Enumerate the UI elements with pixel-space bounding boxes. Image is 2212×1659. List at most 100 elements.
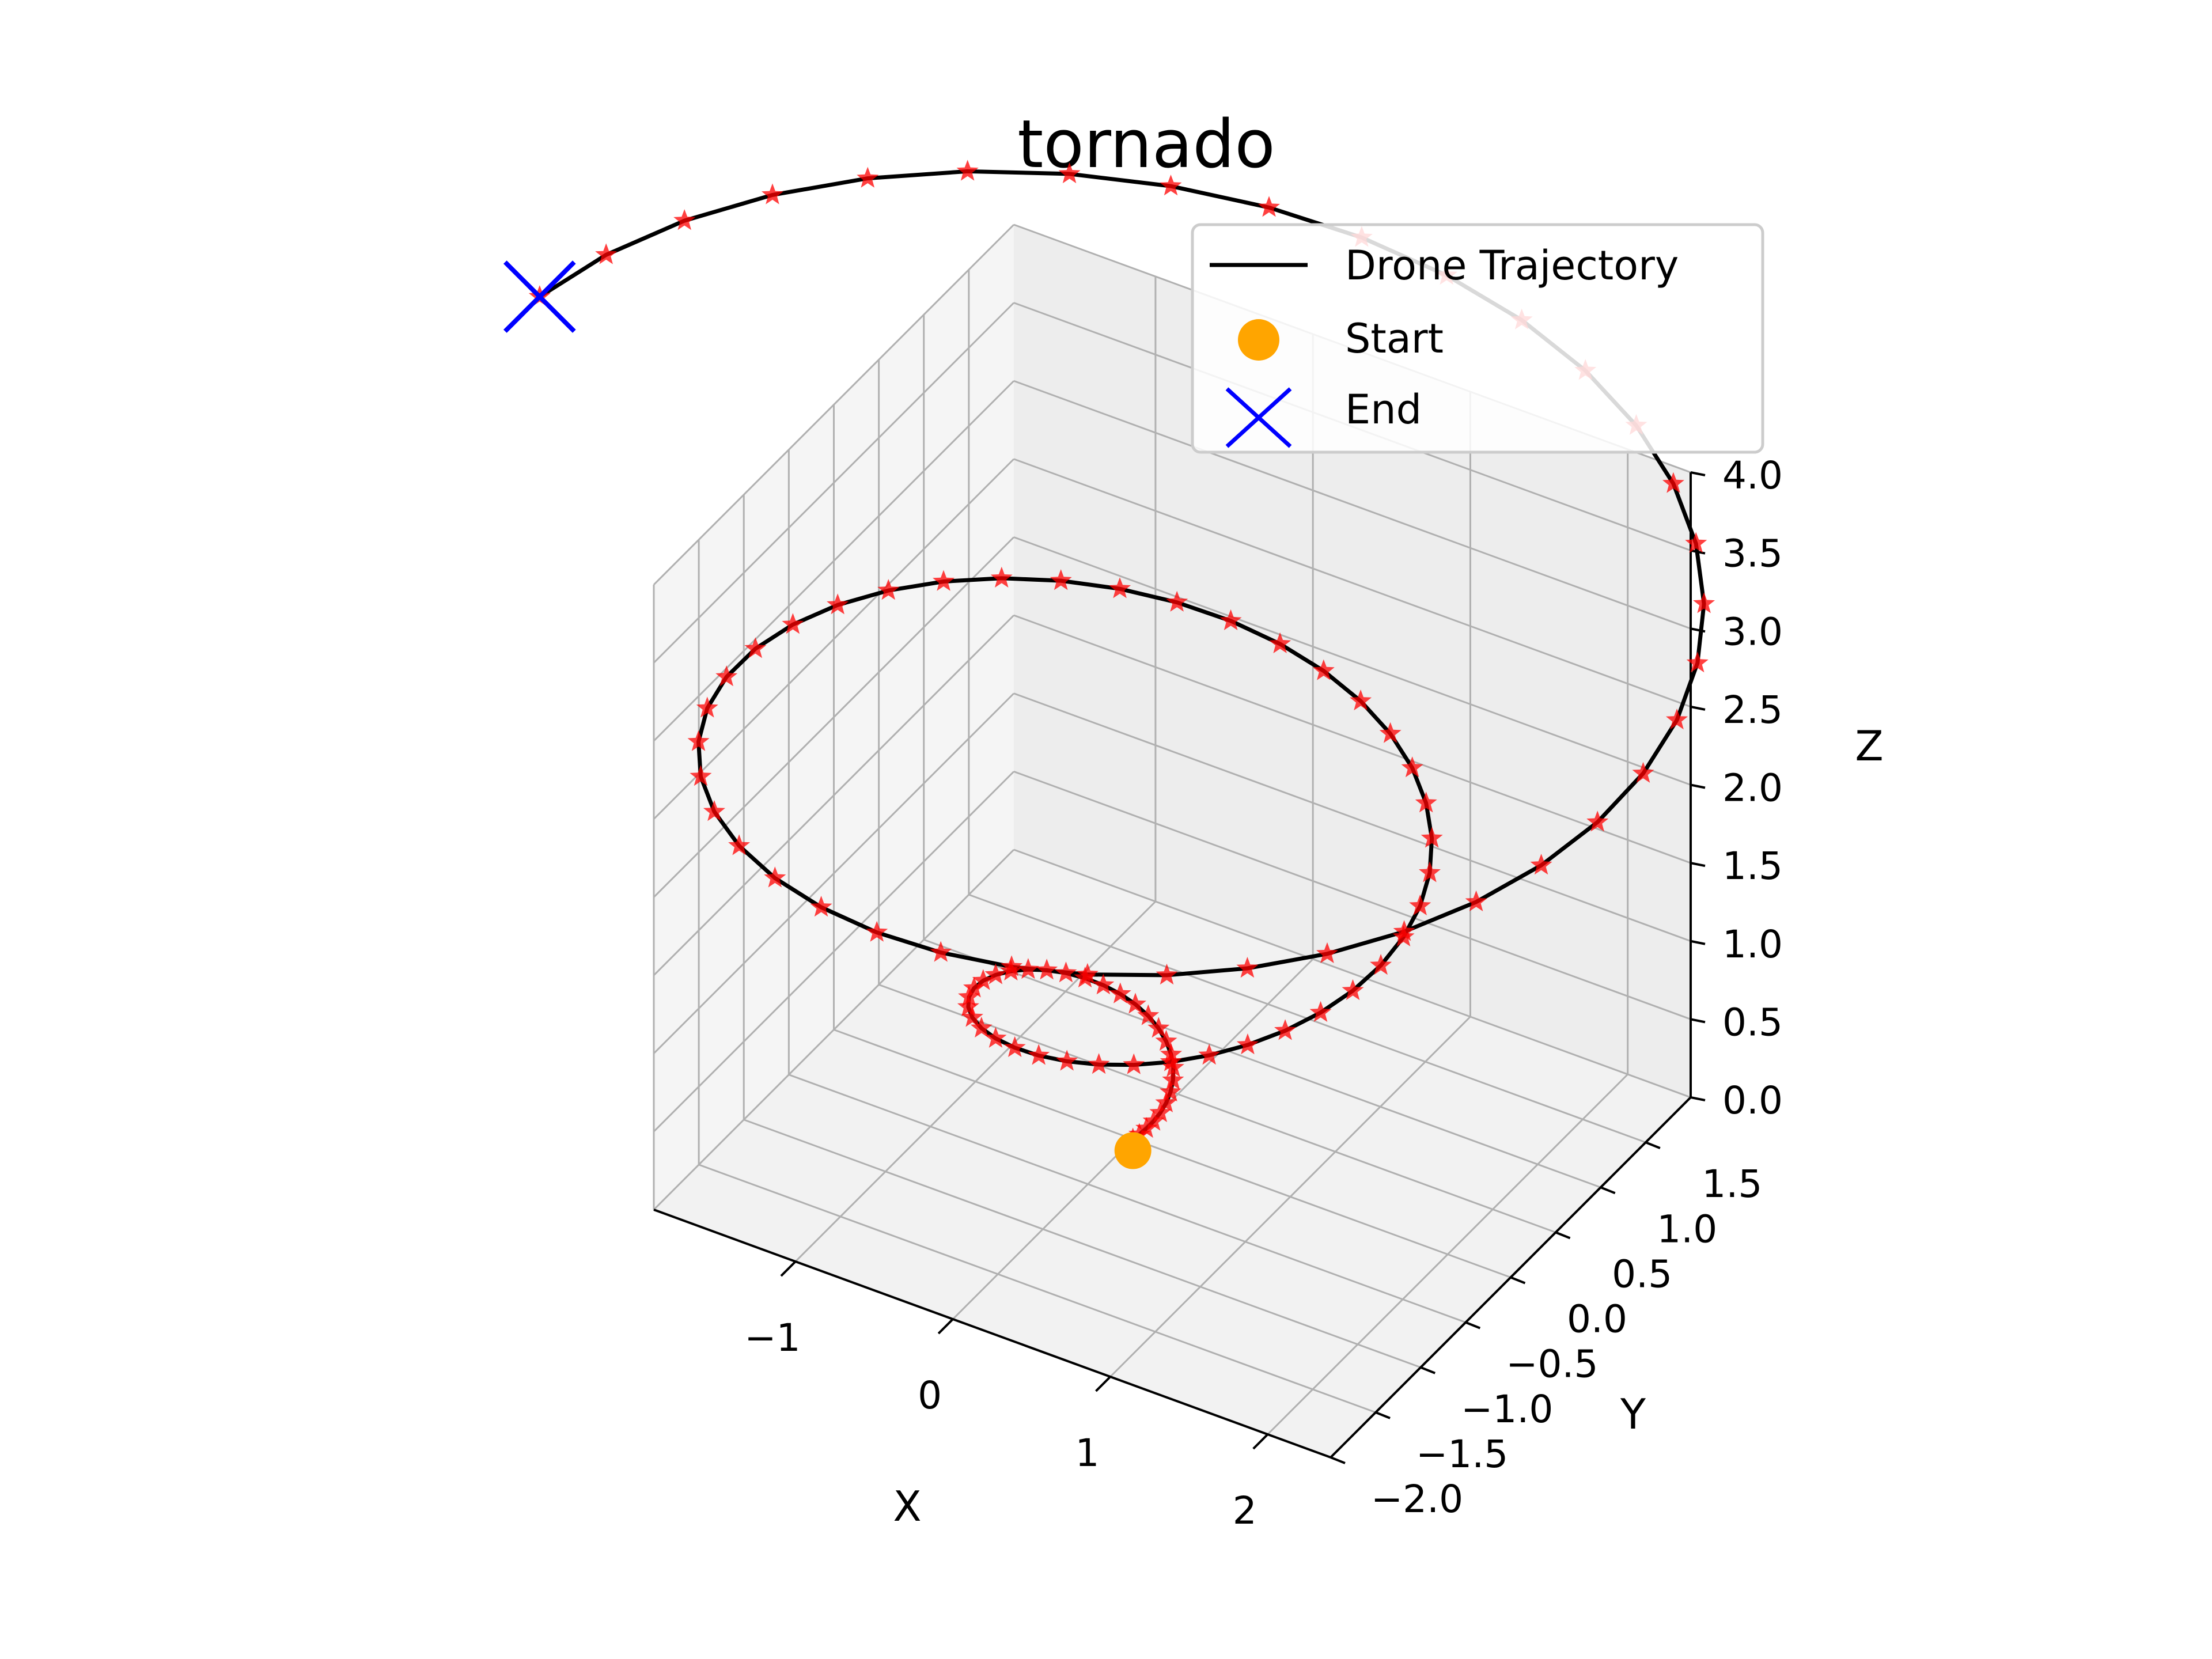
grid-line: [1013, 458, 1691, 708]
y-tick: [1555, 1231, 1571, 1240]
legend-label-end: End: [1345, 386, 1422, 433]
waypoint-star: [1236, 1033, 1259, 1055]
waypoint-star: [827, 593, 849, 615]
waypoint-star: [857, 166, 879, 188]
grid-line: [653, 692, 1015, 1054]
waypoint-star: [1415, 791, 1437, 813]
y-tick: [1510, 1276, 1526, 1285]
x-tick: [780, 1260, 797, 1277]
waypoint-star: [1379, 722, 1402, 743]
waypoint-star: [1421, 827, 1443, 848]
grid-line: [833, 1029, 1512, 1278]
waypoint-star: [1419, 861, 1441, 882]
waypoint-star: [1003, 1036, 1026, 1057]
y-tick: [1645, 1141, 1661, 1149]
waypoint-star: [762, 183, 783, 204]
y-tick-label: −1.5: [1416, 1432, 1508, 1476]
waypoint-star: [1124, 993, 1146, 1014]
waypoint-star: [956, 160, 979, 181]
y-tick: [1420, 1366, 1435, 1374]
x-tick: [1252, 1433, 1269, 1450]
waypoint-star: [1530, 854, 1552, 875]
z-tick-label: 1.0: [1722, 922, 1783, 967]
z-tick-label: 3.0: [1722, 609, 1783, 654]
waypoint-star: [1028, 1044, 1050, 1065]
waypoint-star: [1342, 979, 1364, 1001]
waypoint-star: [1393, 920, 1415, 941]
z-tick-label: 2.0: [1722, 766, 1783, 810]
grid-line: [1013, 849, 1691, 1099]
grid-line: [878, 983, 1556, 1233]
x-tick-label: −1: [744, 1316, 800, 1360]
waypoint-star: [1137, 1004, 1160, 1025]
waypoint-star: [696, 696, 718, 718]
end-marker: [503, 260, 576, 333]
waypoint-star: [1465, 890, 1487, 911]
grid-line: [1013, 614, 1691, 864]
waypoint-star: [957, 995, 979, 1017]
start-marker: [1114, 1132, 1152, 1169]
waypoint-star: [728, 834, 751, 855]
y-tick-label: 1.0: [1657, 1207, 1717, 1251]
waypoint-star: [1017, 958, 1039, 979]
waypoint-star: [1128, 1123, 1150, 1144]
waypoint-star: [687, 730, 710, 751]
z-tick: [1690, 940, 1706, 945]
waypoint-star: [673, 209, 696, 230]
waypoint-star: [1258, 196, 1280, 217]
waypoint-star: [1632, 762, 1654, 783]
waypoint-star: [744, 637, 767, 658]
waypoint-star: [1055, 961, 1077, 983]
x-tick-label: 0: [918, 1373, 942, 1418]
waypoint-star: [984, 963, 1007, 984]
waypoint-star: [1309, 1001, 1332, 1022]
waypoint-star: [1219, 609, 1242, 630]
x-tick: [1095, 1376, 1111, 1392]
y-tick-label: 1.5: [1702, 1162, 1762, 1206]
y-tick-label: 0.0: [1567, 1297, 1627, 1342]
legend: Drone Trajectory Start End: [1191, 223, 1764, 454]
waypoint-star: [866, 921, 888, 942]
waypoint-star: [1050, 569, 1072, 590]
y-tick: [1330, 1456, 1346, 1464]
grid-line: [743, 1119, 1421, 1369]
grid-line: [653, 458, 1015, 820]
z-tick-label: 0.5: [1722, 1000, 1783, 1044]
waypoint-star: [782, 613, 804, 634]
grid-line: [1013, 692, 1691, 942]
waypoint-star: [1092, 974, 1115, 995]
legend-label-start: Start: [1345, 315, 1444, 362]
grid-line: [653, 536, 1015, 898]
waypoint-star: [972, 969, 994, 990]
z-tick-label: 1.5: [1722, 844, 1783, 888]
waypoint-star: [690, 765, 712, 786]
waypoint-star: [1149, 1101, 1172, 1122]
z-tick: [1690, 471, 1706, 476]
waypoint-star: [1693, 592, 1715, 613]
waypoint-star: [1312, 659, 1335, 680]
x-axis-label: X: [893, 1482, 921, 1531]
grid-line: [1013, 536, 1691, 786]
waypoint-star: [1409, 894, 1431, 915]
legend-box: [1191, 223, 1764, 454]
grid-line: [653, 615, 1015, 976]
waypoint-star: [1662, 472, 1684, 493]
y-tick-label: −1.0: [1461, 1387, 1553, 1431]
grid-line: [653, 224, 1015, 586]
waypoint-star: [1088, 1053, 1110, 1074]
legend-end-swatch: [1225, 387, 1292, 448]
z-tick-label: 2.5: [1722, 688, 1783, 732]
z-tick: [1690, 1096, 1706, 1101]
waypoint-star: [1001, 955, 1023, 976]
waypoint-star: [1162, 1069, 1184, 1090]
waypoint-star: [1586, 810, 1609, 832]
waypoint-star: [1135, 1117, 1158, 1138]
waypoint-star: [810, 896, 832, 917]
grid-line: [653, 380, 1015, 742]
grid-lines: [653, 224, 1691, 1459]
grid-line: [653, 302, 1015, 664]
waypoint-star: [1198, 1044, 1221, 1065]
waypoint-star: [1666, 709, 1688, 730]
waypoint-star: [963, 976, 985, 998]
